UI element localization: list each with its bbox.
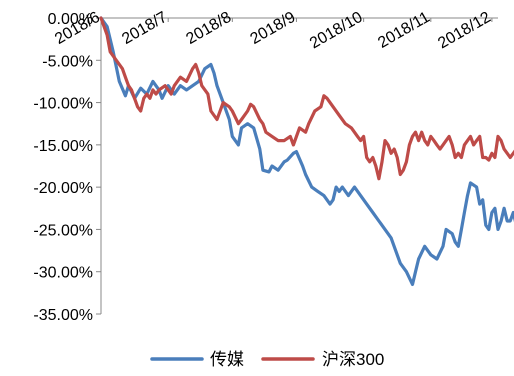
x-axis: 2018/6 2018/7 2018/8 2018/9 2018/10 2018/11 20…	[52, 9, 498, 53]
y-axis: 0.00% -5.00% -10.00% -15.00% -20.00% -25.00% -…	[33, 11, 102, 324]
legend: 传媒 沪深300	[150, 350, 384, 369]
x-tick-label: 2018/7	[119, 9, 170, 48]
y-tick-label: 0.00%	[48, 11, 93, 28]
y-tick-label: -15.00%	[33, 138, 93, 155]
legend-label-0: 传媒	[210, 350, 244, 369]
y-tick-label: -10.00%	[33, 96, 93, 113]
y-tick-label: -5.00%	[42, 53, 93, 70]
series-line-0	[99, 16, 514, 286]
series-line-1	[99, 16, 514, 181]
y-tick-label: -35.00%	[33, 307, 93, 324]
legend-label-1: 沪深300	[322, 350, 384, 369]
x-tick-label: 2018/11	[375, 9, 433, 52]
y-tick-label: -30.00%	[33, 265, 93, 282]
x-tick-label: 2018/8	[183, 9, 234, 48]
y-tick-label: -25.00%	[33, 222, 93, 239]
x-tick-label: 2018/9	[248, 9, 299, 48]
x-tick-label: 2018/12	[435, 9, 494, 53]
y-tick-label: -20.00%	[33, 180, 93, 197]
x-tick-label: 2018/10	[307, 9, 366, 53]
series-layer	[99, 16, 514, 286]
